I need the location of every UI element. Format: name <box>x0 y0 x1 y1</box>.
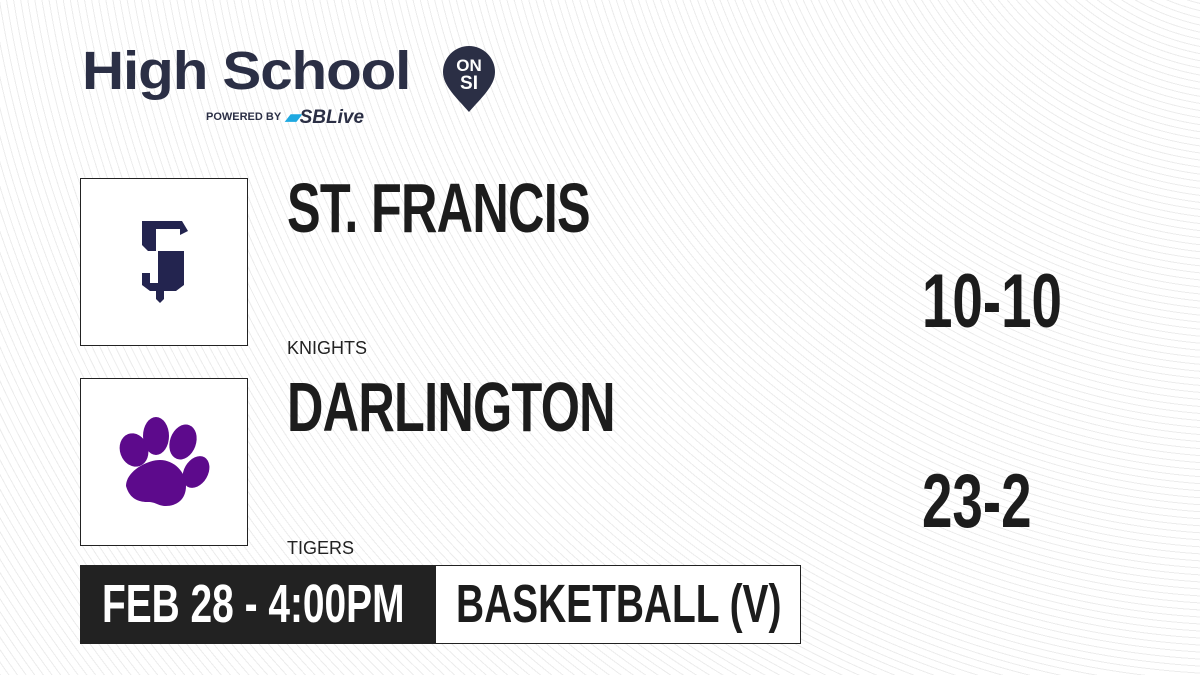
on-si-pin-icon: ON SI <box>443 46 495 112</box>
game-sport-box: BASKETBALL (V) <box>435 565 801 644</box>
badge-bottom: SI <box>460 73 478 94</box>
team-name: DARLINGTON <box>287 368 616 446</box>
team-record: 10-10 <box>922 259 1062 344</box>
team-record: 23-2 <box>922 459 1032 544</box>
paw-print-icon <box>119 417 210 506</box>
badge-top: ON <box>456 56 482 75</box>
team-logo-st-francis <box>80 178 248 346</box>
game-sport: BASKETBALL (V) <box>456 574 782 634</box>
sf-monogram-icon <box>142 221 188 303</box>
powered-by: POWERED BY <box>206 111 282 123</box>
team-logo-darlington <box>80 378 248 546</box>
team-mascot: KNIGHTS <box>287 338 368 358</box>
team-name: ST. FRANCIS <box>287 169 591 247</box>
brand-title: High School <box>82 41 411 101</box>
game-datetime: FEB 28 - 4:00PM <box>102 574 405 634</box>
sblive-logo: ▰SBLive <box>285 107 365 128</box>
game-datetime-box: FEB 28 - 4:00PM <box>80 565 435 644</box>
team-mascot: TIGERS <box>287 538 355 558</box>
